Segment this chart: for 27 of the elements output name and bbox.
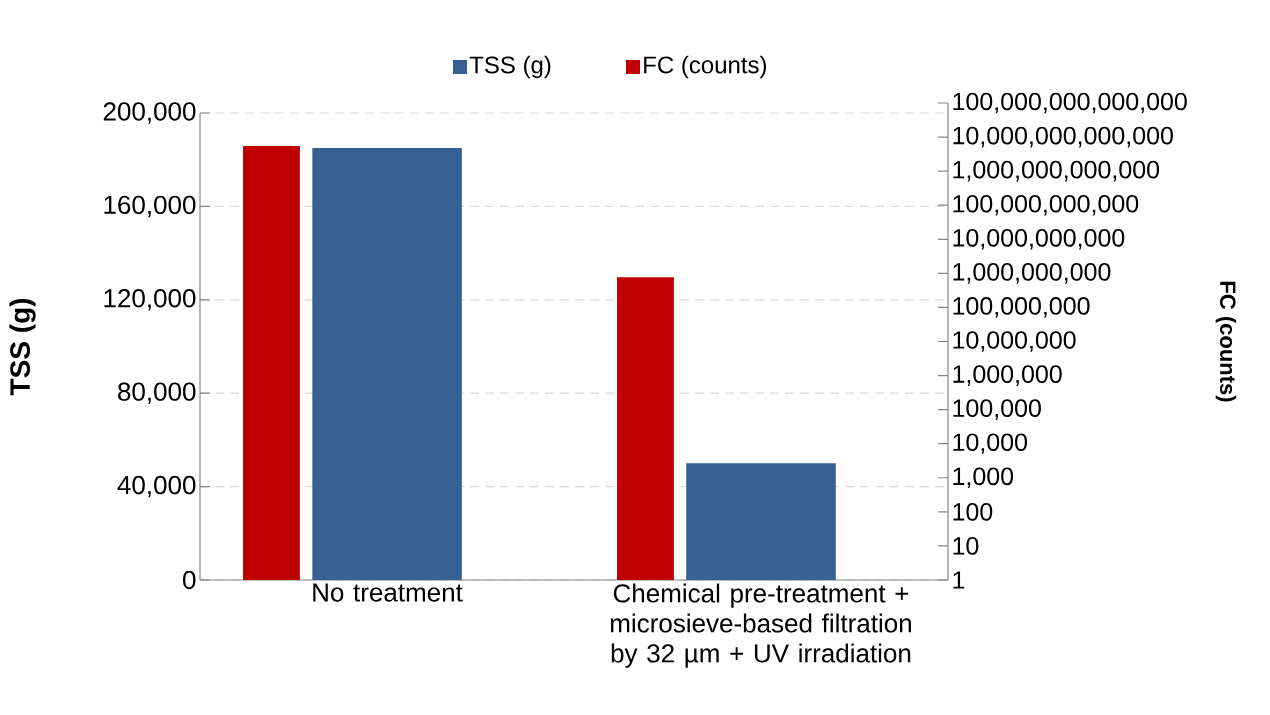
y2-tick-label: 100,000,000,000	[953, 194, 1139, 216]
y2-tick-label: 1,000	[953, 467, 1014, 489]
y2-tick-label: 10,000,000	[953, 331, 1076, 352]
y-tick-label: 200,000	[103, 102, 196, 124]
y2-tick-label: 10	[953, 537, 979, 555]
y2-tick-label: 1,000,000,000,000	[953, 160, 1160, 182]
y-tick-label: 80,000	[118, 382, 196, 404]
y-tick-label: 160,000	[104, 195, 196, 218]
y-tick-label: 40,000	[117, 475, 196, 498]
y-tick-label: 0	[183, 570, 196, 590]
y2-tick-label: 1	[953, 571, 965, 589]
y2-tick-label: 1,000,000	[953, 365, 1062, 386]
y2-tick-label: 10,000,000,000	[953, 228, 1125, 250]
y2-tick-label: 100,000,000,000,000	[953, 92, 1187, 114]
y2-tick-label: 10,000	[953, 433, 1028, 455]
legend-label: TSS (g)	[469, 55, 551, 79]
y2-tick-label: 100,000,000	[953, 297, 1090, 318]
y2-tick-label: 100,000	[953, 399, 1041, 420]
y2-tick-label: 100	[953, 502, 993, 521]
y-axis-title: TSS (g)	[9, 298, 36, 396]
x-tick-label: Chemical pre-treatment + microsieve-based filtration by 32 µm + UV irradiation	[611, 583, 911, 668]
y2-tick-label: 10,000,000,000,000	[953, 126, 1173, 148]
y2-axis-title: FC (counts)	[1215, 281, 1237, 402]
y-tick-label: 120,000	[104, 289, 196, 311]
legend-label: FC (counts)	[644, 55, 767, 79]
y2-tick-label: 1,000,000,000	[953, 263, 1111, 284]
x-tick-label: No treatment	[313, 583, 463, 602]
